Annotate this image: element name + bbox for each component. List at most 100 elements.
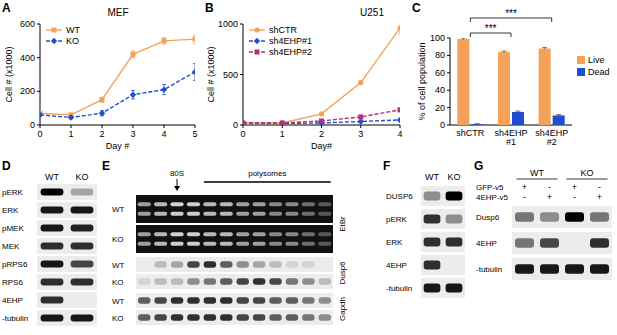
x-tick [133, 125, 134, 128]
y-tick [447, 38, 450, 39]
band [41, 224, 64, 231]
error-bar [359, 81, 363, 85]
band [286, 297, 298, 304]
panel-letter: D [2, 159, 11, 173]
band [171, 297, 183, 304]
band [302, 297, 314, 304]
band [154, 278, 166, 285]
y-tick-label: 0 [233, 120, 238, 130]
band [285, 232, 298, 246]
column-group-label: WT [530, 168, 544, 178]
band [187, 232, 200, 246]
point [398, 107, 401, 112]
x-axis-label: Day# [311, 141, 332, 151]
band-part [187, 242, 200, 246]
marker-span [204, 181, 331, 183]
band [71, 260, 94, 267]
band [424, 192, 441, 201]
band [236, 232, 249, 246]
blot-strip [37, 256, 97, 272]
blot-strip [136, 195, 333, 223]
band-part [170, 242, 183, 246]
blot-strip [136, 225, 333, 253]
row-label: ERK [2, 206, 19, 215]
error-bar [461, 38, 466, 40]
band [540, 264, 559, 274]
row-label: WT [112, 261, 125, 270]
band [424, 261, 441, 270]
band-part [236, 212, 249, 216]
band [302, 314, 314, 321]
x-tick-label: 3 [130, 129, 135, 139]
band [590, 212, 609, 222]
bar [498, 52, 510, 125]
band-part [220, 232, 233, 236]
y-tick [37, 24, 40, 25]
band [154, 297, 166, 304]
bar [457, 39, 469, 125]
band-part [318, 202, 331, 206]
condition-sign: + [522, 182, 527, 192]
point [99, 110, 105, 116]
band [171, 261, 183, 268]
legend-label: Dead [588, 67, 610, 77]
band-part [170, 212, 183, 216]
condition-sign: - [573, 192, 576, 202]
label-line: #2 [547, 137, 557, 147]
bar [553, 115, 565, 125]
point [192, 69, 195, 75]
y-axis-label: Cell # (x1000) [4, 46, 14, 102]
x-tick-label: 2 [99, 129, 104, 139]
band [138, 202, 151, 216]
significance-label: *** [485, 23, 497, 34]
legend-marker [51, 38, 57, 44]
column-group-label: KO [580, 168, 593, 178]
x-tick [360, 125, 361, 128]
point [100, 97, 105, 102]
band [236, 278, 248, 285]
band-part [269, 202, 282, 206]
row-label: WT [112, 205, 125, 214]
blot-strip [37, 292, 97, 308]
band-part [318, 232, 331, 236]
y-tick-label: 20 [435, 103, 445, 113]
condition-sign: + [547, 192, 552, 202]
y-axis [40, 24, 41, 125]
bar [539, 48, 551, 125]
panel-letter: B [205, 1, 214, 15]
band [220, 232, 233, 246]
band-part [269, 242, 282, 246]
blot-strip [37, 202, 97, 218]
band [318, 202, 331, 216]
band-part [253, 242, 266, 246]
band [203, 202, 216, 216]
band-part [154, 232, 167, 236]
band-part [269, 232, 282, 236]
band [269, 232, 282, 246]
panel-letter: E [102, 159, 110, 173]
band-part [253, 232, 266, 236]
band-part [203, 212, 216, 216]
band [253, 314, 265, 321]
band-part [285, 212, 298, 216]
band-part [154, 242, 167, 246]
band [41, 278, 64, 285]
band [138, 278, 150, 285]
row-label: 4EHP-v5 [476, 193, 509, 202]
panel-letter: C [412, 1, 421, 15]
blot-strip [512, 232, 612, 254]
band-part [269, 212, 282, 216]
band [171, 278, 183, 285]
point [161, 86, 167, 92]
y-tick-label: 600 [20, 19, 35, 29]
band [253, 261, 265, 268]
x-tick-label: 2 [319, 129, 324, 139]
row-label: pERK [2, 188, 24, 197]
error-bar [398, 24, 400, 34]
row-label: ERK [386, 238, 403, 247]
marker-label: 80S [170, 169, 184, 178]
blot-strip [136, 310, 333, 325]
band [424, 215, 441, 224]
band-part [285, 242, 298, 246]
band-part [220, 212, 233, 216]
